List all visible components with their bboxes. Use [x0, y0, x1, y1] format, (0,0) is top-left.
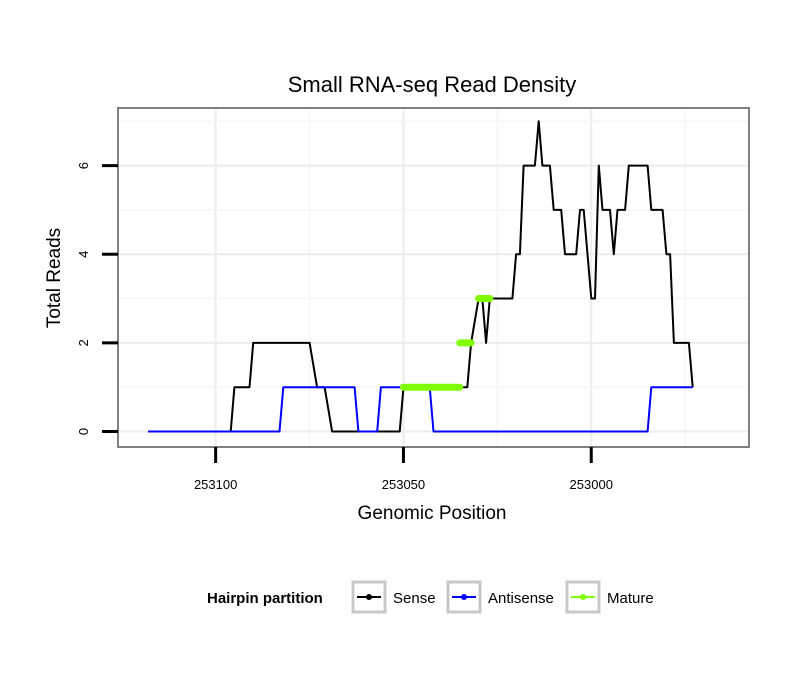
x-tick-label: 253000 [570, 477, 613, 492]
series-layer [148, 120, 694, 433]
y-tick-label: 2 [76, 339, 91, 346]
legend-title: Hairpin partition [207, 590, 323, 607]
series-line-sense [148, 120, 694, 433]
series-line-antisense [148, 386, 693, 433]
legend-key-point [580, 594, 586, 600]
legend-item-mature: Mature [565, 580, 654, 614]
plot-panel-border [117, 107, 750, 448]
y-axis-title: Total Reads [44, 228, 65, 328]
x-axis-ticks: 253100 253050 253000 [194, 447, 613, 492]
x-tick-label: 253100 [194, 477, 237, 492]
legend-label: Sense [393, 590, 436, 607]
x-tick-label: 253050 [382, 477, 425, 492]
legend-item-antisense: Antisense [446, 580, 554, 614]
legend: Hairpin partition Sense Antisense Mature [207, 580, 654, 614]
legend-label: Mature [607, 590, 654, 607]
plot-panel-background [118, 108, 749, 447]
y-axis-ticks: 0 2 4 6 [76, 162, 118, 435]
legend-item-sense: Sense [351, 580, 436, 614]
x-axis-title: Genomic Position [358, 503, 507, 524]
chart-title: Small RNA-seq Read Density [288, 72, 577, 97]
y-tick-label: 6 [76, 162, 91, 169]
y-tick-label: 4 [76, 251, 91, 258]
legend-key-point [461, 594, 467, 600]
legend-label: Antisense [488, 590, 554, 607]
legend-key-point [366, 594, 372, 600]
y-tick-label: 0 [76, 428, 91, 435]
